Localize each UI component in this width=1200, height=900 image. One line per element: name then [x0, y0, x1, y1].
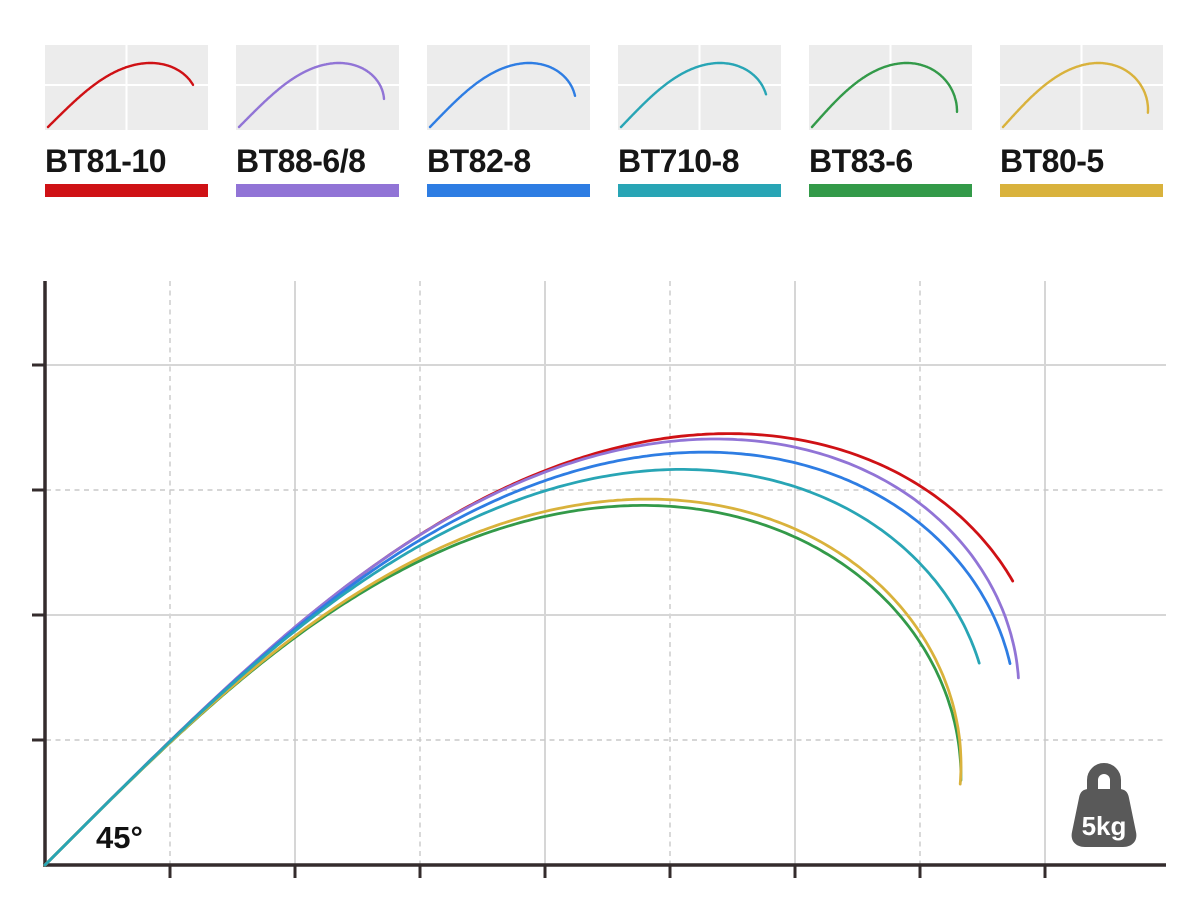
legend-thumbnail	[809, 45, 972, 130]
legend-label: BT88-6/8	[236, 143, 366, 179]
kettlebell-weight-icon: 5kg	[1071, 763, 1137, 847]
curve-bt80-5	[43, 497, 963, 867]
legend: BT81-10 BT88-6/8 BT82-8 BT710-8 BT83-6 BT80-5	[45, 45, 1163, 197]
angle-annotation: 45°	[96, 820, 143, 855]
legend-item-bt88-6-8[interactable]: BT88-6/8	[236, 45, 399, 197]
legend-label: BT81-10	[45, 143, 167, 179]
curve-bt710-8	[43, 468, 981, 867]
legend-color-bar	[236, 184, 399, 197]
legend-curve-preview	[1001, 61, 1150, 129]
legend-color-bar	[1000, 184, 1163, 197]
axes	[32, 281, 1166, 878]
legend-item-bt80-5[interactable]: BT80-5	[1000, 45, 1163, 197]
weight-body	[1071, 789, 1137, 847]
legend-curve-preview	[46, 61, 195, 129]
legend-thumbnail	[1000, 45, 1163, 130]
weight-label: 5kg	[1082, 811, 1127, 841]
curve-bt88-6-8	[43, 437, 1020, 867]
legend-item-bt710-8[interactable]: BT710-8	[618, 45, 781, 197]
curve-bt83-6	[43, 504, 963, 867]
legend-curve-preview	[428, 61, 577, 129]
legend-color-bar	[45, 184, 208, 197]
legend-thumbnail	[236, 45, 399, 130]
legend-item-bt81-10[interactable]: BT81-10	[45, 45, 208, 197]
gridlines	[46, 281, 1166, 864]
legend-item-bt83-6[interactable]: BT83-6	[809, 45, 972, 197]
legend-thumbnail	[427, 45, 590, 130]
legend-item-bt82-8[interactable]: BT82-8	[427, 45, 590, 197]
curve-bt81-10	[43, 432, 1015, 867]
legend-curve-preview	[237, 61, 386, 129]
legend-curve-preview	[810, 61, 959, 129]
legend-color-bar	[618, 184, 781, 197]
legend-color-bar	[427, 184, 590, 197]
legend-label: BT80-5	[1000, 143, 1104, 179]
legend-label: BT710-8	[618, 143, 740, 179]
legend-curve-preview	[619, 61, 768, 129]
weight-handle	[1087, 763, 1121, 791]
legend-color-bar	[809, 184, 972, 197]
bend-curves	[43, 432, 1020, 867]
legend-thumbnail	[618, 45, 781, 130]
legend-thumbnail	[45, 45, 208, 130]
legend-label: BT83-6	[809, 143, 913, 179]
legend-label: BT82-8	[427, 143, 531, 179]
curve-bt82-8	[43, 450, 1012, 867]
